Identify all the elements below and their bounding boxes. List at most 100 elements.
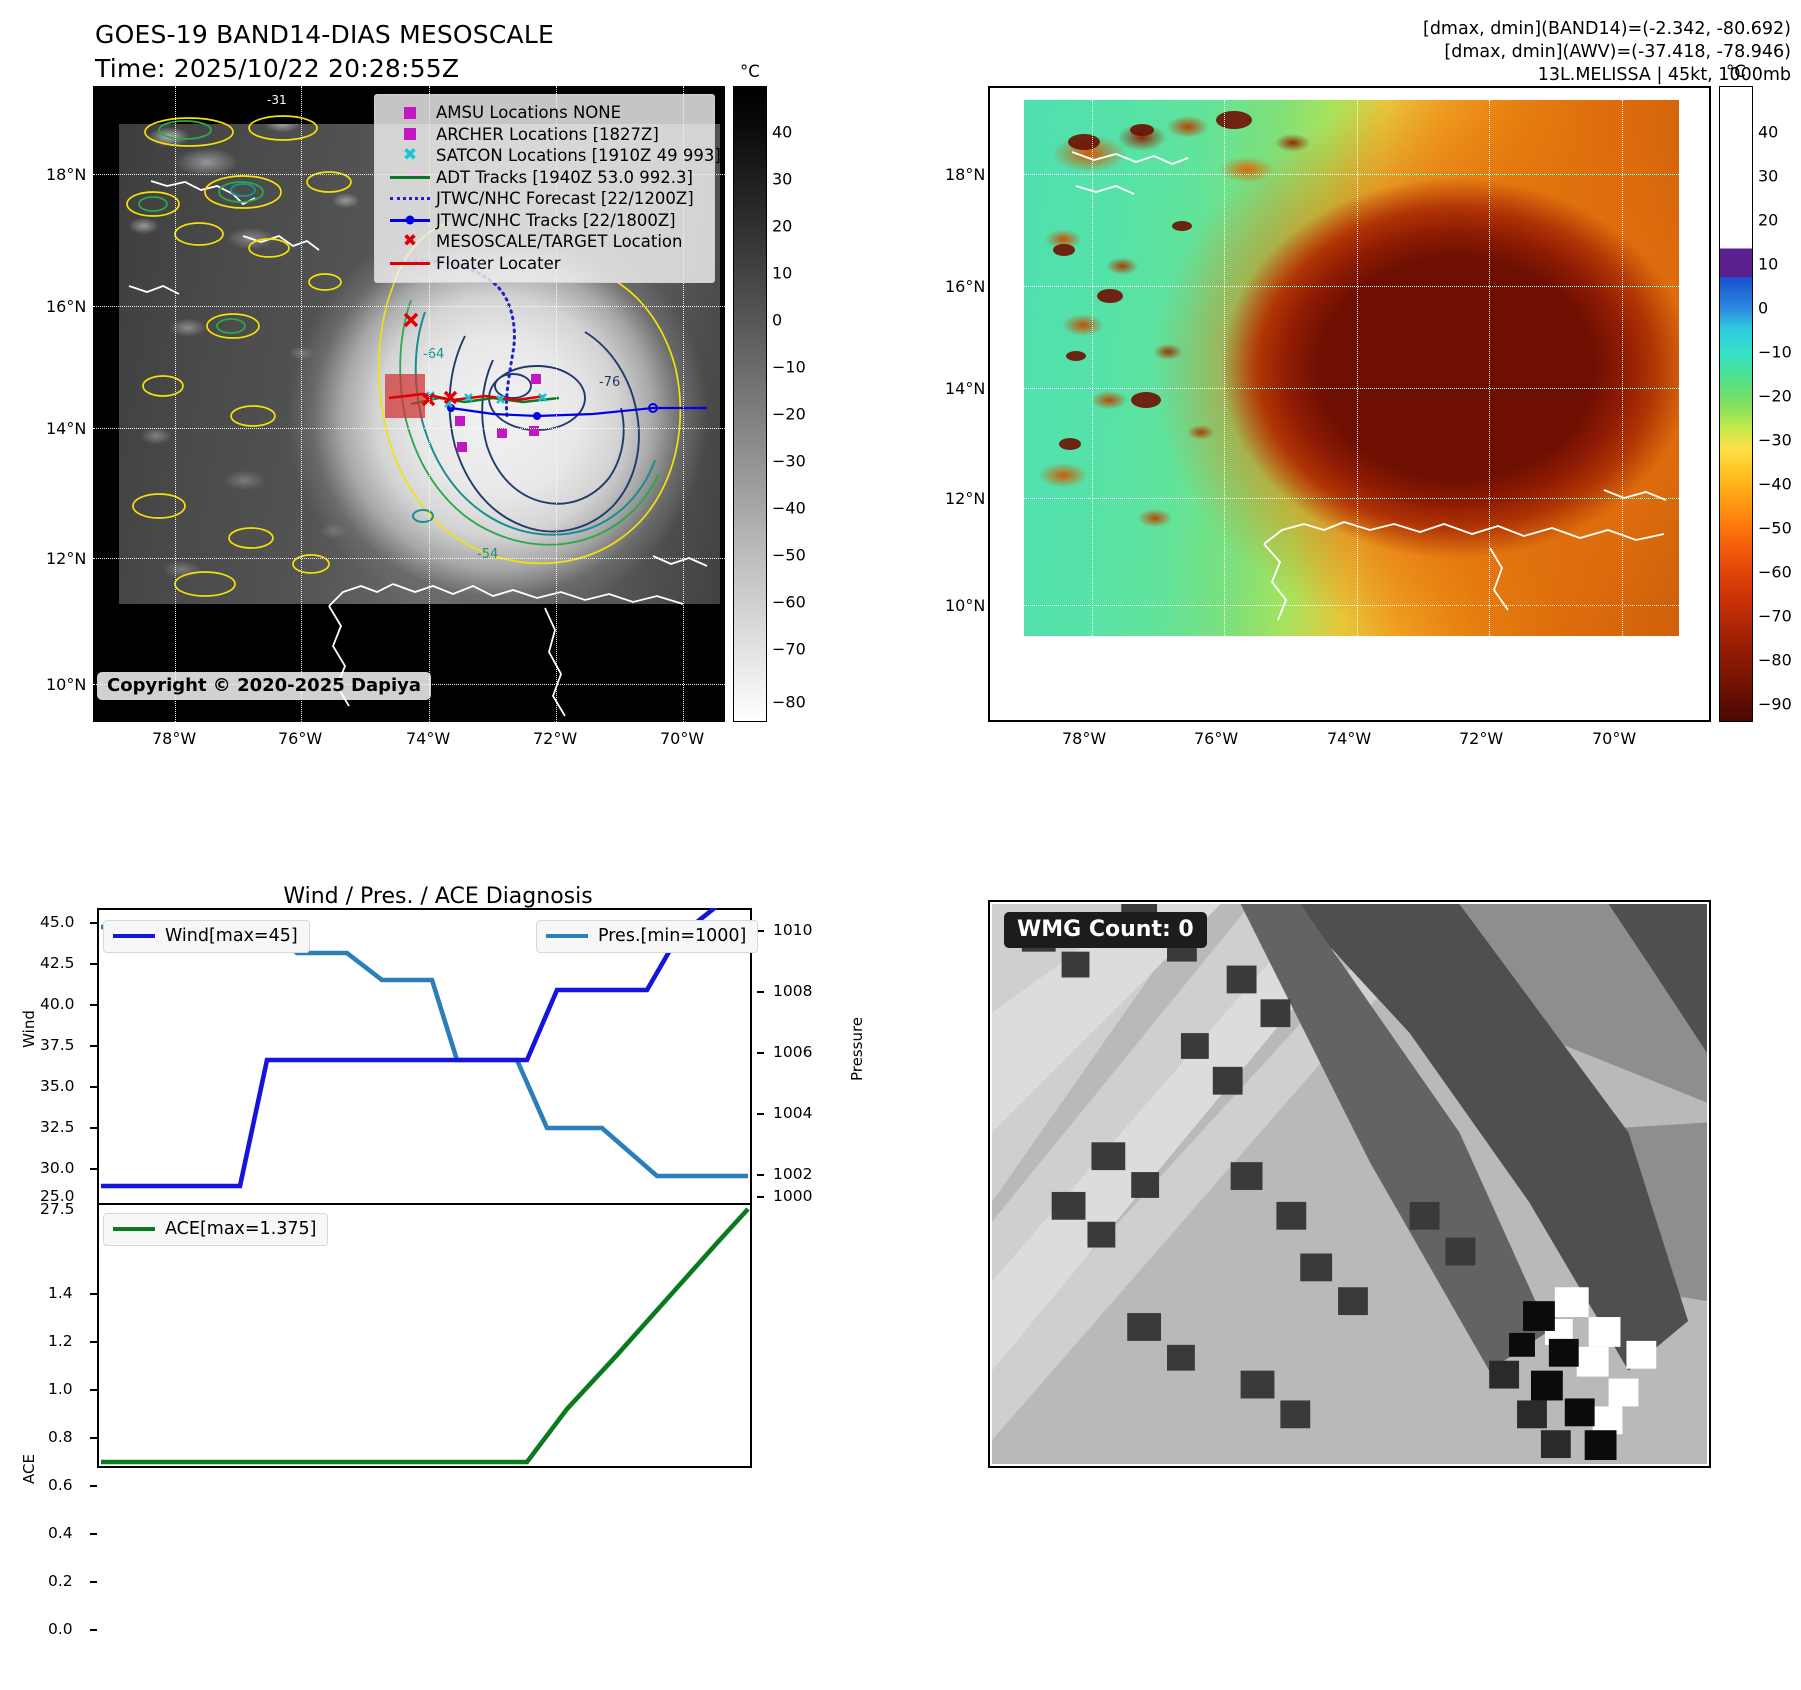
wind-legend-line-icon [113, 933, 155, 939]
pressure-axis-label: Pressure [848, 1016, 867, 1082]
ir-lat-tick-12n: 12°N [46, 549, 87, 568]
red-line-icon [384, 261, 436, 265]
ace-axis-label: ACE [19, 1454, 38, 1484]
awv-cb-tick-m50: −50 [1758, 518, 1792, 538]
awv-lon-tick-76w: 76°W [1194, 729, 1239, 748]
awv-cb-tick-10: 10 [1758, 254, 1779, 274]
charts-title: Wind / Pres. / ACE Diagnosis [283, 884, 593, 909]
image-edge-mask-left [93, 110, 119, 604]
awv-cb-tick-m20: −20 [1758, 386, 1792, 406]
legend-item-tracks[interactable]: JTWC/NHC Tracks [22/1800Z] [384, 210, 705, 232]
wmg-count-badge: WMG Count: 0 [1004, 912, 1207, 948]
ir-cb-tick-m30: −30 [772, 451, 806, 471]
ir-cb-tick-0: 0 [772, 310, 783, 330]
contour-label-31: -31 [267, 93, 287, 107]
awv-satellite-panel[interactable] [988, 86, 1711, 722]
image-edge-mask-bottom [93, 604, 725, 722]
awv-lon-tick-74w: 74°W [1327, 729, 1372, 748]
ir-colorbar[interactable] [733, 86, 767, 722]
legend-item-forecast[interactable]: JTWC/NHC Forecast [22/1200Z] [384, 188, 705, 210]
awv-colorbar-ticks: 40 30 20 10 0 −10 −20 −30 −40 −50 −60 −7… [1758, 86, 1801, 722]
ir-cb-tick-m50: −50 [772, 545, 806, 565]
ace-legend[interactable]: ACE[max=1.375] [103, 1213, 329, 1246]
legend-label-floater: Floater Locater [436, 253, 561, 273]
ir-lon-tick-70w: 70°W [660, 729, 705, 748]
legend-label-archer: ARCHER Locations [1827Z] [436, 124, 659, 144]
legend-label-amsu: AMSU Locations NONE [436, 103, 622, 123]
ir-lon-tick-78w: 78°W [152, 729, 197, 748]
magenta-square-icon [384, 128, 436, 141]
awv-cb-tick-40: 40 [1758, 122, 1779, 142]
jtwc-observed-track [450, 406, 707, 418]
awv-satellite-image [1024, 100, 1679, 636]
ace-legend-line-icon [113, 1226, 155, 1232]
ir-lon-tick-76w: 76°W [278, 729, 323, 748]
wind-legend[interactable]: Wind[max=45] [103, 920, 310, 953]
legend-label-forecast: JTWC/NHC Forecast [22/1200Z] [436, 189, 694, 209]
wind-ytick-250: 25.0 [40, 1187, 75, 1205]
awv-cb-tick-m80: −80 [1758, 650, 1792, 670]
ir-cb-tick-m60: −60 [772, 592, 806, 612]
ir-cb-tick-m70: −70 [772, 639, 806, 659]
header-stats: [dmax, dmin](BAND14)=(-2.342, -80.692) [… [1423, 18, 1791, 87]
contour-label-64: -64 [423, 347, 444, 362]
pressure-legend[interactable]: Pres.[min=1000] [536, 920, 759, 953]
wmg-panel[interactable]: WMG Count: 0 [988, 900, 1711, 1468]
ir-cb-tick-m80: −80 [772, 692, 806, 712]
ir-lat-tick-18n: 18°N [46, 165, 87, 184]
wind-legend-label: Wind[max=45] [165, 926, 298, 946]
awv-cb-tick-m70: −70 [1758, 606, 1792, 626]
stat-awv: [dmax, dmin](AWV)=(-37.418, -78.946) [1444, 42, 1791, 62]
legend-item-satcon[interactable]: ✖ SATCON Locations [1910Z 49 993] [384, 145, 721, 167]
ace-chart[interactable] [97, 1203, 752, 1468]
pressure-legend-line-icon [546, 933, 588, 939]
legend-item-mesoscale[interactable]: ✖ MESOSCALE/TARGET Location [384, 231, 705, 253]
blue-line-marker-icon [384, 215, 436, 225]
legend-label-mesoscale: MESOSCALE/TARGET Location [436, 232, 683, 252]
awv-cb-tick-m40: −40 [1758, 474, 1792, 494]
map-overlay-contours: -31 -64 -54 -76 [126, 93, 708, 717]
stat-band14: [dmax, dmin](BAND14)=(-2.342, -80.692) [1423, 19, 1791, 39]
awv-lat-tick-16n: 16°N [945, 277, 986, 296]
ir-cb-tick-m40: −40 [772, 498, 806, 518]
ir-cb-tick-m20: −20 [772, 404, 806, 424]
chart-subplot-divider [97, 1203, 752, 1206]
awv-lat-tick-12n: 12°N [945, 489, 986, 508]
awv-lon-tick-72w: 72°W [1459, 729, 1504, 748]
wind-axis-label: Wind [19, 1010, 38, 1048]
ace-legend-label: ACE[max=1.375] [165, 1219, 317, 1239]
red-x-icon: ✖ [402, 231, 418, 252]
awv-map-overlay [1053, 111, 1667, 621]
legend-item-archer[interactable]: ARCHER Locations [1827Z] [384, 124, 705, 146]
mesoscale-target-marker [403, 312, 458, 407]
legend-label-adt: ADT Tracks [1940Z 53.0 992.3] [436, 167, 693, 187]
awv-lon-tick-78w: 78°W [1062, 729, 1107, 748]
awv-lon-tick-70w: 70°W [1592, 729, 1637, 748]
page-title: GOES-19 BAND14-DIAS MESOSCALE Time: 2025… [95, 18, 795, 86]
cyan-x-icon: ✖ [402, 145, 418, 166]
adt-track [410, 396, 560, 406]
ir-satellite-panel[interactable]: -31 -64 -54 -76 [93, 86, 725, 722]
awv-cb-tick-20: 20 [1758, 210, 1779, 230]
legend-item-floater[interactable]: Floater Locater [384, 253, 705, 275]
ir-map-legend: AMSU Locations NONE ARCHER Locations [18… [374, 94, 721, 283]
legend-label-satcon: SATCON Locations [1910Z 49 993] [436, 146, 721, 166]
ir-cb-tick-40: 40 [772, 122, 793, 142]
legend-item-amsu[interactable]: AMSU Locations NONE [384, 102, 705, 124]
ir-colorbar-ticks: 40 30 20 10 0 −10 −20 −30 −40 −50 −60 −7… [772, 86, 832, 722]
legend-item-adt[interactable]: ADT Tracks [1940Z 53.0 992.3] [384, 167, 705, 189]
title-line-time: Time: 2025/10/22 20:28:55Z [95, 54, 460, 83]
awv-lat-tick-10n: 10°N [945, 596, 986, 615]
awv-colorbar[interactable] [1719, 86, 1753, 722]
ir-cb-tick-10: 10 [772, 263, 793, 283]
wmg-quantized-image [992, 904, 1707, 1464]
awv-colorbar-unit: °C [1726, 62, 1746, 81]
ir-lon-tick-74w: 74°W [406, 729, 451, 748]
jtwc-track-markers [447, 403, 658, 420]
ir-lat-tick-10n: 10°N [46, 675, 87, 694]
satcon-markers [426, 391, 547, 408]
image-edge-mask-right [720, 110, 725, 604]
ir-lon-tick-72w: 72°W [533, 729, 578, 748]
ir-cb-tick-20: 20 [772, 216, 793, 236]
ace-series [101, 1207, 750, 1465]
